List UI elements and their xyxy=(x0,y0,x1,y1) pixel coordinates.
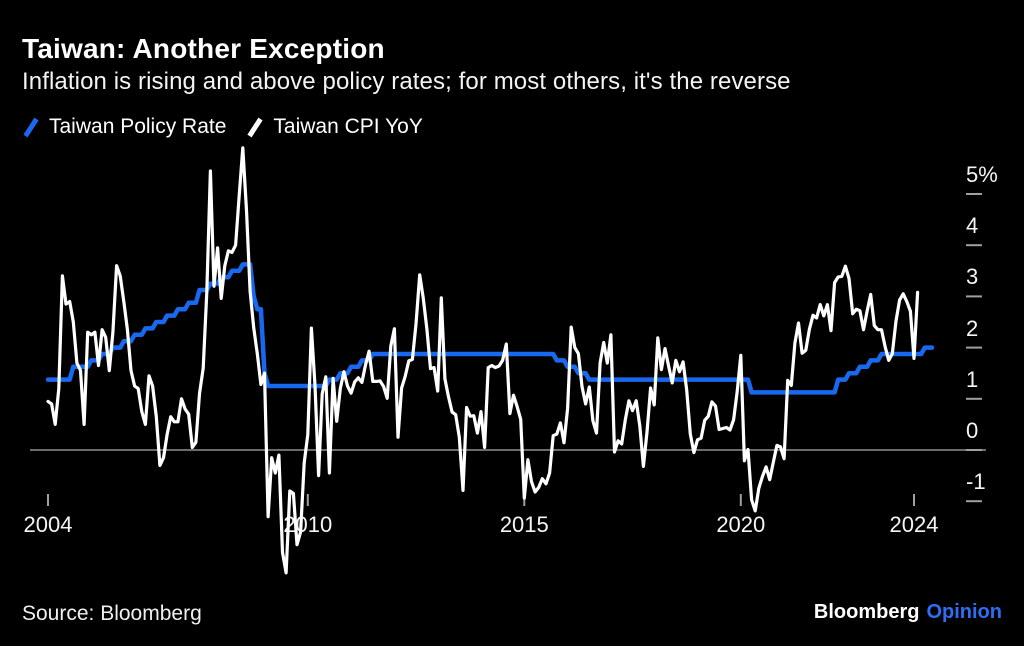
x-axis-label: 2024 xyxy=(889,512,939,537)
policy-rate-slash-icon xyxy=(23,117,39,137)
x-axis-label: 2015 xyxy=(499,512,549,537)
y-axis-label: 3 xyxy=(966,264,979,290)
y-axis-label: 2 xyxy=(966,315,979,341)
y-axis-label: 1 xyxy=(966,366,979,392)
y-axis-label: 4 xyxy=(966,213,979,239)
y-axis-label: 5% xyxy=(966,162,998,187)
legend-label-policy-rate: Taiwan Policy Rate xyxy=(49,115,227,138)
y-axis-label: -1 xyxy=(966,469,986,495)
legend-label-cpi: Taiwan CPI YoY xyxy=(273,115,423,138)
policy-rate-line xyxy=(45,262,935,395)
page-subtitle: Inflation is rising and above policy rat… xyxy=(22,68,791,95)
cpi-slash-icon xyxy=(247,117,264,137)
legend-item-cpi: Taiwan CPI YoY xyxy=(246,115,423,139)
brand-opinion: Opinion xyxy=(926,601,1002,623)
legend-item-policy-rate: Taiwan Policy Rate xyxy=(22,115,226,139)
x-axis-label: 2004 xyxy=(23,512,73,537)
x-axis-label: 2020 xyxy=(716,512,766,537)
source-note: Source: Bloomberg xyxy=(22,602,202,625)
y-axis-label: 0 xyxy=(966,418,979,443)
cpi-yoy-line xyxy=(46,146,920,575)
page-title: Taiwan: Another Exception xyxy=(22,33,385,64)
chart-legend: Taiwan Policy Rate Taiwan CPI YoY xyxy=(22,115,423,139)
brand-bloomberg: Bloomberg xyxy=(813,601,920,623)
bloomberg-opinion-logo: Bloomberg Opinion xyxy=(814,601,1002,624)
